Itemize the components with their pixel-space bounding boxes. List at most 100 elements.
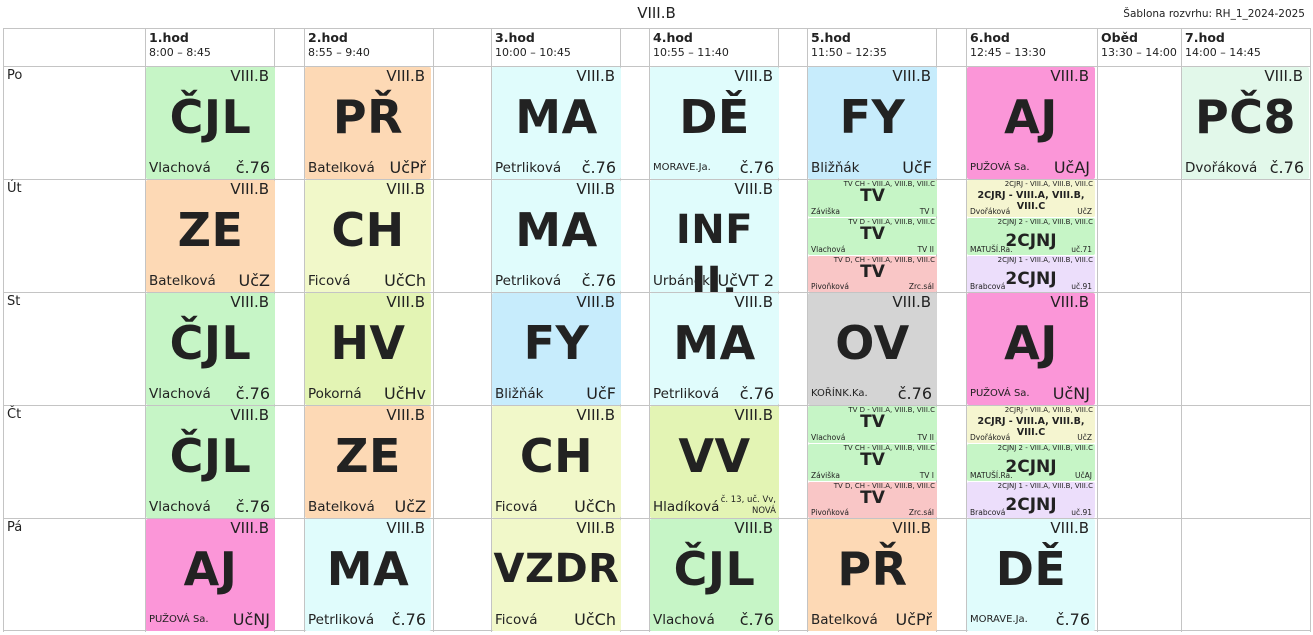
lesson-room: č.76 [739,158,774,177]
period-header: 2.hod 8:55 – 9:40 [308,30,370,60]
split-lesson-cell[interactable]: TV CH - VIII.A, VIII.B, VIII.C TV Záviška T… [808,180,937,217]
lesson-teacher: Urbánek [653,273,710,289]
lesson-class: VIII.B [576,406,615,424]
lesson-cell[interactable]: VIII.B CH Ficová UčCh [492,406,621,518]
split-lesson-cell[interactable]: TV D, CH - VIII.A, VIII.B, VIII.C TV Pivoň… [808,256,937,292]
lesson-room: UčCh [384,271,426,290]
lesson-room: UčZ [394,497,426,516]
lesson-teacher: Petrliková [308,612,375,628]
split-subject: TV [860,412,885,432]
grid-vline [807,28,808,632]
lesson-cell[interactable]: VIII.B DĚ MORAVE.Ja. č.76 [967,519,1095,631]
lesson-cell[interactable]: VIII.B VZDR Ficová UčCh [492,519,621,631]
lesson-teacher: Petrliková [495,160,562,176]
split-teacher: Dvořáková [970,207,1011,216]
split-teacher: Záviška [811,471,840,480]
lesson-cell[interactable]: VIII.B PŘ Batelková UčPř [305,67,431,179]
lesson-room: UčAJ [1053,158,1090,177]
lesson-cell[interactable]: VIII.B MA Petrliková č.76 [492,67,621,179]
split-teacher: Dvořáková [970,433,1011,442]
lesson-teacher: PUŽOVÁ Sa. [149,614,209,625]
lesson-teacher: MORAVE.Ja. [970,614,1028,625]
split-subject: TV [860,224,885,244]
timetable-grid: 1.hod 8:00 – 8:45 2.hod 8:55 – 9:40 3.hod 10:… [3,28,1311,632]
grid-hline [3,405,1311,406]
lesson-cell[interactable]: VIII.B ZE Batelková UčZ [146,180,275,292]
lesson-cell[interactable]: VIII.B ČJL Vlachová č.76 [146,67,275,179]
lesson-cell[interactable]: VIII.B INF II. Urbánek UčVT 2 [650,180,779,292]
lesson-cell[interactable]: VIII.B FY Bližňák UčF [492,293,621,405]
split-teacher: Záviška [811,207,840,216]
lesson-cell[interactable]: VIII.B FY Bližňák UčF [808,67,937,179]
lesson-subject: PČ8 [1195,90,1296,144]
split-lesson-cell[interactable]: 2CJNJ 1 - VIII.A, VIII.B, VIII.C 2CJNJ Bra… [967,256,1095,292]
lesson-subject: FY [839,90,906,144]
lesson-cell[interactable]: VIII.B AJ PUŽOVÁ Sa. UčNJ [967,293,1095,405]
lesson-cell[interactable]: VIII.B PŘ Batelková UčPř [808,519,937,631]
lesson-class: VIII.B [734,67,773,85]
grid-hline [3,179,1311,180]
lesson-teacher: PUŽOVÁ Sa. [970,388,1030,399]
split-teacher: Vlachová [811,433,846,442]
lesson-cell[interactable]: VIII.B DĚ MORAVE.Ja. č.76 [650,67,779,179]
split-lesson-cell[interactable]: TV CH - VIII.A, VIII.B, VIII.C TV Záviška T… [808,444,937,481]
lesson-teacher: Vlachová [149,386,211,402]
grid-vline [1181,28,1182,632]
split-group-title: 2CJRJ - VIII.A, VIII.B, VIII.C [977,416,1085,438]
lesson-subject: HV [330,316,406,370]
split-lesson-cell[interactable]: TV D - VIII.A, VIII.B, VIII.C TV Vlachová T… [808,218,937,255]
grid-hline [3,292,1311,293]
lesson-subject: OV [835,316,910,370]
lesson-room: č.76 [897,384,932,403]
split-lesson-cell[interactable]: 2CJNJ 1 - VIII.A, VIII.B, VIII.C 2CJNJ Bra… [967,482,1095,518]
split-lesson-cell[interactable]: 2CJNJ 2 - VIII.A, VIII.B, VIII.C 2CJNJ MAT… [967,444,1095,481]
split-lesson-cell[interactable]: 2CJNJ 2 - VIII.A, VIII.B, VIII.C 2CJNJ MAT… [967,218,1095,255]
split-group: TV CH - VIII.A, VIII.B, VIII.C [843,444,935,452]
split-room: TV I [919,207,934,216]
lesson-room: UčPř [895,610,932,629]
lesson-cell[interactable]: VIII.B AJ PUŽOVÁ Sa. UčAJ [967,67,1095,179]
day-label: Pá [7,520,23,535]
period-time: 10:00 – 10:45 [495,46,571,59]
split-teacher: MATUŠÍ.Ra. [970,245,1013,254]
lesson-cell[interactable]: VIII.B ČJL Vlachová č.76 [146,293,275,405]
lesson-teacher: PUŽOVÁ Sa. [970,162,1030,173]
lesson-cell[interactable]: VIII.B ČJL Vlachová č.76 [650,519,779,631]
lesson-class: VIII.B [1050,519,1089,537]
split-lesson-cell[interactable]: TV D, CH - VIII.A, VIII.B, VIII.C TV Pivoň… [808,482,937,518]
lesson-cell[interactable]: VIII.B HV Pokorná UčHv [305,293,431,405]
lesson-room: UčCh [574,497,616,516]
lesson-subject: MA [326,542,410,596]
split-group: TV D, CH - VIII.A, VIII.B, VIII.C [833,482,935,490]
split-lesson-cell[interactable]: TV D - VIII.A, VIII.B, VIII.C TV Vlachová T… [808,406,937,443]
lesson-cell[interactable]: VIII.B MA Petrliková č.76 [305,519,431,631]
lesson-cell[interactable]: VIII.B PČ8 Dvořáková č.76 [1182,67,1309,179]
lesson-cell[interactable]: VIII.B OV KOŘÍNK.Ka. č.76 [808,293,937,405]
grid-vline [1310,28,1311,632]
split-subject: 2CJNJ [1005,269,1057,289]
lesson-teacher: Hladíková [653,499,720,515]
lesson-room: UčVT 2 [717,271,775,290]
lesson-room: UčF [586,384,616,403]
lesson-cell[interactable]: VIII.B ZE Batelková UčZ [305,406,431,518]
lesson-cell[interactable]: VIII.B AJ PUŽOVÁ Sa. UčNJ [146,519,275,631]
lesson-cell[interactable]: VIII.B VV Hladíková č. 13, uč. Vv, NOVÁ [650,406,779,518]
split-teacher: Brabcová [970,282,1006,291]
lesson-cell[interactable]: VIII.B MA Petrliková č.76 [492,180,621,292]
lesson-teacher: Batelková [308,499,375,515]
lesson-class: VIII.B [576,519,615,537]
split-room: UčAJ [1075,471,1092,480]
lesson-cell[interactable]: VIII.B ČJL Vlachová č.76 [146,406,275,518]
lesson-room: č.76 [235,384,270,403]
lesson-class: VIII.B [1050,293,1089,311]
period-time: 14:00 – 14:45 [1185,46,1261,59]
period-number: 2.hod [308,30,348,45]
split-lesson-cell[interactable]: 2CJRJ - VIII.A, VIII.B, VIII.C 2CJRJ - VI… [967,406,1095,443]
day-label: Út [7,181,22,196]
split-group: 2CJNJ 2 - VIII.A, VIII.B, VIII.C [997,218,1093,226]
lesson-cell[interactable]: VIII.B MA Petrliková č.76 [650,293,779,405]
lesson-subject: CH [519,429,594,483]
lesson-class: VIII.B [576,180,615,198]
lesson-cell[interactable]: VIII.B CH Ficová UčCh [305,180,431,292]
split-lesson-cell[interactable]: 2CJRJ - VIII.A, VIII.B, VIII.C 2CJRJ - VI… [967,180,1095,217]
